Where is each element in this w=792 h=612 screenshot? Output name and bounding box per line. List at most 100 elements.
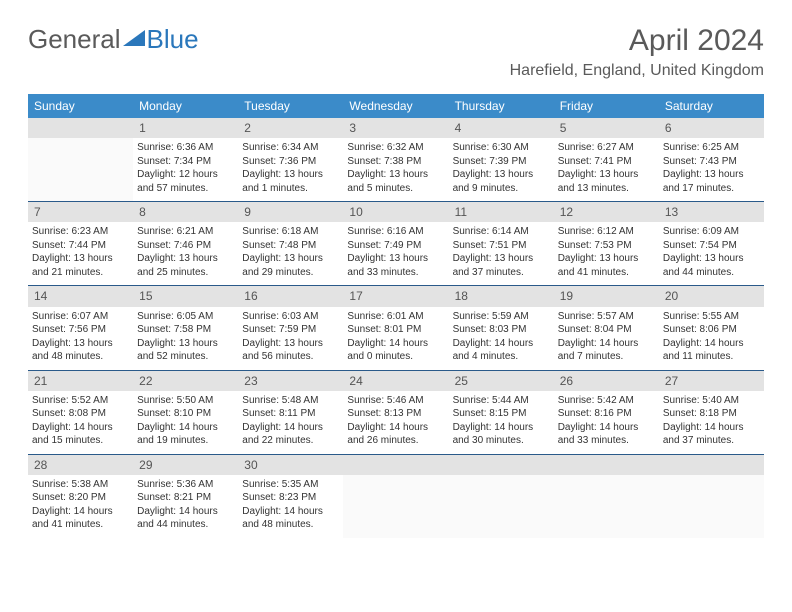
day-content-cell: Sunrise: 5:59 AMSunset: 8:03 PMDaylight:… bbox=[449, 307, 554, 371]
sunset-line: Sunset: 7:36 PM bbox=[242, 155, 339, 169]
day-number-cell: 23 bbox=[238, 370, 343, 391]
daylight-line: Daylight: 14 hours and 4 minutes. bbox=[453, 337, 550, 364]
sunset-line: Sunset: 8:23 PM bbox=[242, 491, 339, 505]
day-content-row: Sunrise: 6:23 AMSunset: 7:44 PMDaylight:… bbox=[28, 222, 764, 286]
sunrise-line: Sunrise: 5:57 AM bbox=[558, 310, 655, 324]
day-number-cell: 16 bbox=[238, 286, 343, 307]
sunrise-line: Sunrise: 5:40 AM bbox=[663, 394, 760, 408]
sunrise-line: Sunrise: 6:09 AM bbox=[663, 225, 760, 239]
day-number-cell: 29 bbox=[133, 454, 238, 475]
daylight-line: Daylight: 14 hours and 37 minutes. bbox=[663, 421, 760, 448]
logo: General Blue bbox=[28, 24, 199, 55]
daylight-line: Daylight: 13 hours and 1 minutes. bbox=[242, 168, 339, 195]
day-number-row: 78910111213 bbox=[28, 202, 764, 223]
day-number-row: 123456 bbox=[28, 118, 764, 138]
sunrise-line: Sunrise: 5:35 AM bbox=[242, 478, 339, 492]
sunset-line: Sunset: 8:06 PM bbox=[663, 323, 760, 337]
day-number-cell: 30 bbox=[238, 454, 343, 475]
day-number-cell: 5 bbox=[554, 118, 659, 138]
day-content-cell bbox=[449, 475, 554, 538]
sunrise-line: Sunrise: 6:14 AM bbox=[453, 225, 550, 239]
day-content-cell: Sunrise: 5:46 AMSunset: 8:13 PMDaylight:… bbox=[343, 391, 448, 455]
sunset-line: Sunset: 7:53 PM bbox=[558, 239, 655, 253]
day-content-cell: Sunrise: 6:12 AMSunset: 7:53 PMDaylight:… bbox=[554, 222, 659, 286]
sunset-line: Sunset: 7:56 PM bbox=[32, 323, 129, 337]
day-number-cell: 28 bbox=[28, 454, 133, 475]
day-content-cell: Sunrise: 6:36 AMSunset: 7:34 PMDaylight:… bbox=[133, 138, 238, 202]
sunrise-line: Sunrise: 6:25 AM bbox=[663, 141, 760, 155]
day-number-cell bbox=[659, 454, 764, 475]
day-content-cell bbox=[554, 475, 659, 538]
day-number-cell: 19 bbox=[554, 286, 659, 307]
sunset-line: Sunset: 7:39 PM bbox=[453, 155, 550, 169]
weekday-header: Sunday bbox=[28, 94, 133, 118]
day-content-cell: Sunrise: 5:44 AMSunset: 8:15 PMDaylight:… bbox=[449, 391, 554, 455]
logo-triangle-icon bbox=[123, 24, 145, 55]
day-number-cell: 8 bbox=[133, 202, 238, 223]
day-content-cell: Sunrise: 6:01 AMSunset: 8:01 PMDaylight:… bbox=[343, 307, 448, 371]
logo-text-blue: Blue bbox=[147, 24, 199, 55]
day-number-cell: 6 bbox=[659, 118, 764, 138]
day-number-cell bbox=[343, 454, 448, 475]
sunset-line: Sunset: 8:15 PM bbox=[453, 407, 550, 421]
title-block: April 2024 Harefield, England, United Ki… bbox=[510, 24, 764, 80]
sunrise-line: Sunrise: 6:36 AM bbox=[137, 141, 234, 155]
day-content-cell: Sunrise: 5:35 AMSunset: 8:23 PMDaylight:… bbox=[238, 475, 343, 538]
sunrise-line: Sunrise: 6:27 AM bbox=[558, 141, 655, 155]
weekday-header-row: Sunday Monday Tuesday Wednesday Thursday… bbox=[28, 94, 764, 118]
day-number-cell: 2 bbox=[238, 118, 343, 138]
sunrise-line: Sunrise: 6:34 AM bbox=[242, 141, 339, 155]
month-title: April 2024 bbox=[510, 24, 764, 58]
daylight-line: Daylight: 14 hours and 48 minutes. bbox=[242, 505, 339, 532]
day-content-cell: Sunrise: 6:30 AMSunset: 7:39 PMDaylight:… bbox=[449, 138, 554, 202]
daylight-line: Daylight: 13 hours and 48 minutes. bbox=[32, 337, 129, 364]
sunrise-line: Sunrise: 5:44 AM bbox=[453, 394, 550, 408]
day-number-cell: 18 bbox=[449, 286, 554, 307]
sunrise-line: Sunrise: 5:48 AM bbox=[242, 394, 339, 408]
sunset-line: Sunset: 7:54 PM bbox=[663, 239, 760, 253]
day-content-cell: Sunrise: 5:57 AMSunset: 8:04 PMDaylight:… bbox=[554, 307, 659, 371]
sunset-line: Sunset: 8:10 PM bbox=[137, 407, 234, 421]
sunrise-line: Sunrise: 5:46 AM bbox=[347, 394, 444, 408]
day-number-cell: 7 bbox=[28, 202, 133, 223]
sunset-line: Sunset: 8:04 PM bbox=[558, 323, 655, 337]
day-number-cell: 27 bbox=[659, 370, 764, 391]
daylight-line: Daylight: 14 hours and 26 minutes. bbox=[347, 421, 444, 448]
daylight-line: Daylight: 14 hours and 44 minutes. bbox=[137, 505, 234, 532]
day-content-cell: Sunrise: 5:55 AMSunset: 8:06 PMDaylight:… bbox=[659, 307, 764, 371]
day-content-cell: Sunrise: 5:52 AMSunset: 8:08 PMDaylight:… bbox=[28, 391, 133, 455]
sunset-line: Sunset: 8:08 PM bbox=[32, 407, 129, 421]
day-number-row: 282930 bbox=[28, 454, 764, 475]
day-content-cell: Sunrise: 5:50 AMSunset: 8:10 PMDaylight:… bbox=[133, 391, 238, 455]
day-number-row: 21222324252627 bbox=[28, 370, 764, 391]
sunset-line: Sunset: 7:59 PM bbox=[242, 323, 339, 337]
day-number-cell: 9 bbox=[238, 202, 343, 223]
calendar-table: Sunday Monday Tuesday Wednesday Thursday… bbox=[28, 94, 764, 538]
sunrise-line: Sunrise: 5:52 AM bbox=[32, 394, 129, 408]
sunset-line: Sunset: 8:03 PM bbox=[453, 323, 550, 337]
day-content-cell: Sunrise: 6:07 AMSunset: 7:56 PMDaylight:… bbox=[28, 307, 133, 371]
sunrise-line: Sunrise: 6:03 AM bbox=[242, 310, 339, 324]
daylight-line: Daylight: 13 hours and 29 minutes. bbox=[242, 252, 339, 279]
daylight-line: Daylight: 14 hours and 7 minutes. bbox=[558, 337, 655, 364]
day-number-cell: 14 bbox=[28, 286, 133, 307]
day-number-cell: 17 bbox=[343, 286, 448, 307]
day-content-cell: Sunrise: 6:21 AMSunset: 7:46 PMDaylight:… bbox=[133, 222, 238, 286]
day-number-cell: 11 bbox=[449, 202, 554, 223]
daylight-line: Daylight: 14 hours and 0 minutes. bbox=[347, 337, 444, 364]
daylight-line: Daylight: 14 hours and 11 minutes. bbox=[663, 337, 760, 364]
sunrise-line: Sunrise: 5:38 AM bbox=[32, 478, 129, 492]
sunrise-line: Sunrise: 5:42 AM bbox=[558, 394, 655, 408]
daylight-line: Daylight: 13 hours and 52 minutes. bbox=[137, 337, 234, 364]
sunset-line: Sunset: 8:21 PM bbox=[137, 491, 234, 505]
weekday-header: Thursday bbox=[449, 94, 554, 118]
sunset-line: Sunset: 7:46 PM bbox=[137, 239, 234, 253]
daylight-line: Daylight: 13 hours and 56 minutes. bbox=[242, 337, 339, 364]
weekday-header: Wednesday bbox=[343, 94, 448, 118]
sunset-line: Sunset: 7:48 PM bbox=[242, 239, 339, 253]
day-number-cell: 13 bbox=[659, 202, 764, 223]
sunrise-line: Sunrise: 6:21 AM bbox=[137, 225, 234, 239]
day-number-cell bbox=[449, 454, 554, 475]
sunset-line: Sunset: 7:34 PM bbox=[137, 155, 234, 169]
day-content-cell: Sunrise: 6:09 AMSunset: 7:54 PMDaylight:… bbox=[659, 222, 764, 286]
